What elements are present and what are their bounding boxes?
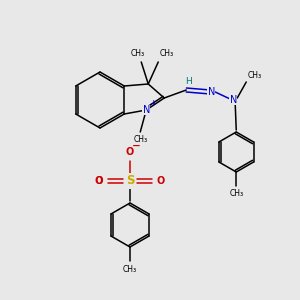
Text: CH₃: CH₃ — [130, 50, 144, 58]
Text: O: O — [95, 176, 103, 186]
Text: CH₃: CH₃ — [247, 71, 261, 80]
Text: S: S — [126, 175, 134, 188]
Text: O: O — [157, 176, 165, 186]
Text: −: − — [132, 141, 140, 151]
Text: CH₃: CH₃ — [133, 136, 147, 145]
Text: N: N — [142, 105, 150, 115]
Text: CH₃: CH₃ — [229, 190, 243, 199]
Text: CH₃: CH₃ — [159, 50, 173, 58]
Text: O: O — [96, 176, 103, 185]
Text: +: + — [149, 98, 157, 107]
Text: H: H — [185, 76, 192, 85]
Text: CH₃: CH₃ — [123, 265, 137, 274]
Text: N: N — [230, 95, 237, 105]
Text: N: N — [208, 87, 215, 97]
Text: O: O — [126, 147, 134, 157]
